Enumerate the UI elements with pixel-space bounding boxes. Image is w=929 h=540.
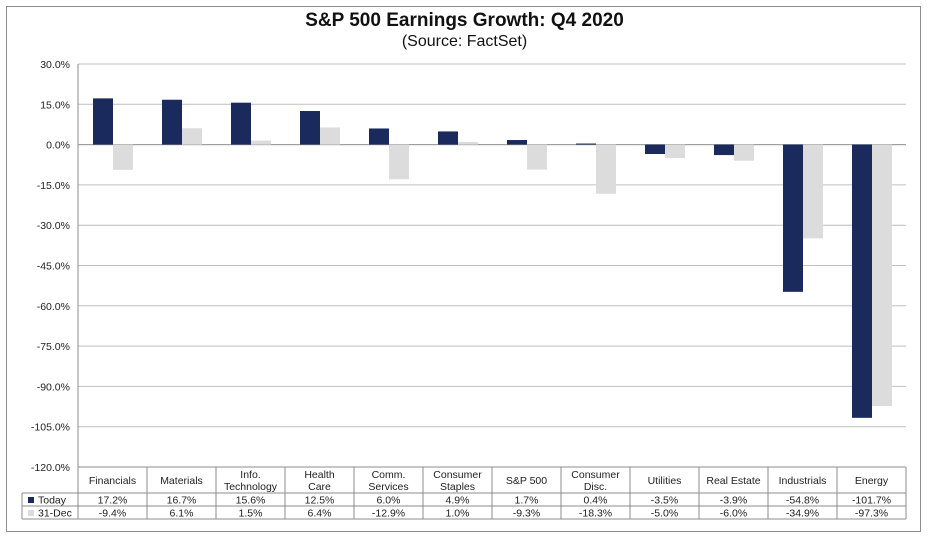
bar-31-dec xyxy=(113,144,133,170)
bar-31-dec xyxy=(320,127,340,145)
data-label: -18.3% xyxy=(579,508,612,520)
y-tick-label: 30.0% xyxy=(40,59,70,71)
data-label: -9.4% xyxy=(99,508,126,520)
category-label: Staples xyxy=(440,481,475,493)
bar-today xyxy=(852,144,872,418)
chart-subtitle: (Source: FactSet) xyxy=(401,33,528,50)
legend-key-31-dec xyxy=(28,510,34,516)
bar-today xyxy=(231,102,251,145)
category-label: Comm. xyxy=(372,469,406,481)
bar-31-dec xyxy=(458,141,478,145)
data-label: -9.3% xyxy=(513,508,540,520)
data-label: -3.5% xyxy=(651,495,678,507)
data-label: -12.9% xyxy=(372,508,405,520)
data-label: -54.8% xyxy=(786,495,819,507)
bar-31-dec xyxy=(872,144,892,407)
legend-label: Today xyxy=(38,495,67,507)
bar-today xyxy=(438,131,458,145)
bar-31-dec xyxy=(596,144,616,194)
bar-31-dec xyxy=(251,140,271,145)
category-label: Disc. xyxy=(584,481,607,493)
category-label: Real Estate xyxy=(706,475,760,487)
bar-31-dec xyxy=(665,144,685,159)
data-label: 0.4% xyxy=(584,495,608,507)
data-label: 15.6% xyxy=(236,495,266,507)
category-label: Health xyxy=(304,469,335,481)
data-label: -6.0% xyxy=(720,508,747,520)
y-tick-label: -105.0% xyxy=(31,422,70,434)
data-label: -5.0% xyxy=(651,508,678,520)
data-label: 6.1% xyxy=(170,508,194,520)
data-label: 1.5% xyxy=(239,508,263,520)
bar-31-dec xyxy=(527,144,547,170)
data-label: 6.0% xyxy=(377,495,401,507)
data-label: 17.2% xyxy=(98,495,128,507)
bar-today xyxy=(714,144,734,156)
y-tick-label: -45.0% xyxy=(37,261,70,273)
bar-today xyxy=(783,144,803,292)
data-label: 16.7% xyxy=(167,495,197,507)
category-label: Consumer xyxy=(433,469,482,481)
bar-31-dec xyxy=(389,144,409,180)
category-label: Consumer xyxy=(571,469,620,481)
category-label: Industrials xyxy=(779,475,827,487)
category-label: Financials xyxy=(89,475,136,487)
data-label: -97.3% xyxy=(855,508,888,520)
y-tick-label: -60.0% xyxy=(37,301,70,313)
y-tick-label: -120.0% xyxy=(31,462,70,474)
chart-title: S&P 500 Earnings Growth: Q4 2020 xyxy=(305,10,624,31)
category-label: Technology xyxy=(224,481,278,493)
data-label: 1.7% xyxy=(515,495,539,507)
y-tick-label: -30.0% xyxy=(37,220,70,232)
y-tick-label: 15.0% xyxy=(40,99,70,111)
data-label: 4.9% xyxy=(446,495,470,507)
category-label: Utilities xyxy=(648,475,682,487)
data-label: -34.9% xyxy=(786,508,819,520)
category-label: S&P 500 xyxy=(506,475,547,487)
bar-today xyxy=(507,140,527,145)
bar-31-dec xyxy=(182,128,202,145)
category-label: Info. xyxy=(240,469,260,481)
y-tick-label: -90.0% xyxy=(37,381,70,393)
data-label: 1.0% xyxy=(446,508,470,520)
y-tick-label: -75.0% xyxy=(37,341,70,353)
bar-today xyxy=(93,98,113,145)
legend-label: 31-Dec xyxy=(38,508,72,520)
bar-today xyxy=(162,99,182,145)
data-label: -3.9% xyxy=(720,495,747,507)
y-tick-label: -15.0% xyxy=(37,180,70,192)
category-label: Care xyxy=(308,481,331,493)
data-label: -101.7% xyxy=(852,495,891,507)
category-label: Energy xyxy=(855,475,889,487)
bar-today xyxy=(576,143,596,145)
legend-key-today xyxy=(28,497,34,503)
data-label: 6.4% xyxy=(308,508,332,520)
bar-31-dec xyxy=(734,144,754,161)
bar-today xyxy=(645,144,665,155)
category-label: Services xyxy=(368,481,408,493)
data-label: 12.5% xyxy=(305,495,335,507)
bar-today xyxy=(300,111,320,145)
y-tick-label: 0.0% xyxy=(46,140,70,152)
bar-today xyxy=(369,128,389,145)
category-label: Materials xyxy=(160,475,203,487)
bar-31-dec xyxy=(803,144,823,239)
chart-frame xyxy=(6,6,921,532)
